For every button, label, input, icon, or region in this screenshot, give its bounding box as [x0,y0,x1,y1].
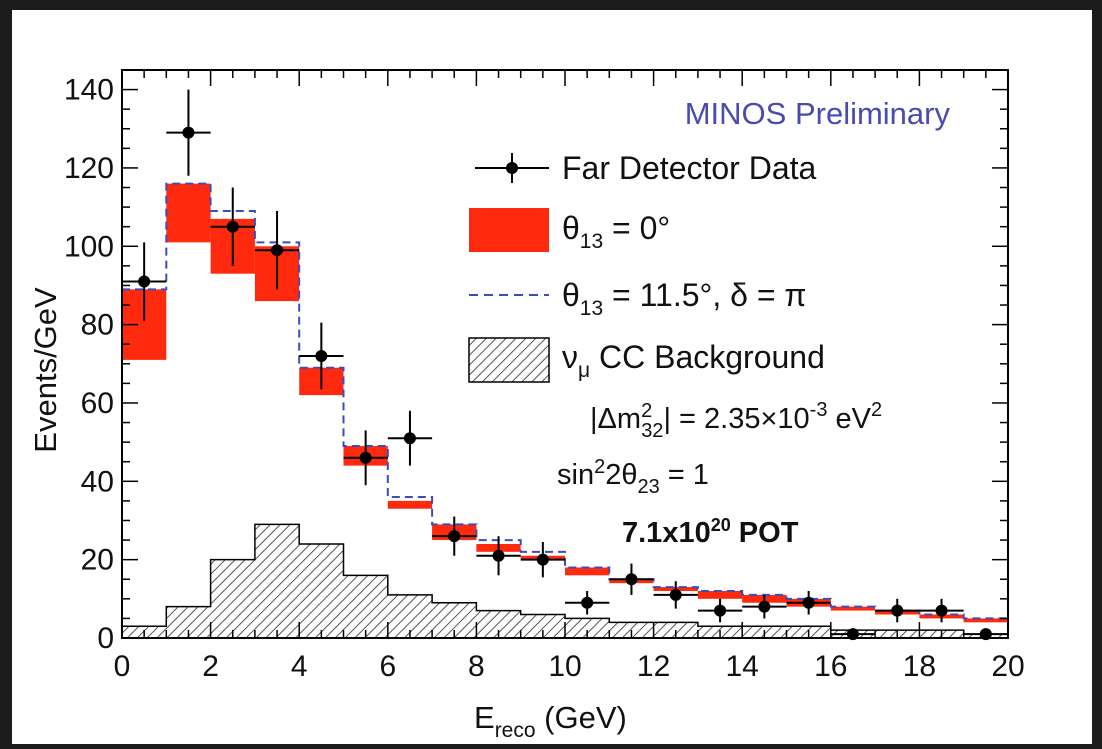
axes-layer: 0 2 4 6 8 10 12 14 16 18 20 0 20 40 60 80 100 120 140 [64,69,1025,683]
data-marker [403,432,416,445]
y-tick-label: 120 [64,152,114,185]
data-marker [758,600,771,613]
background-bar [299,543,344,638]
y-tick-label: 140 [64,74,114,107]
x-tick-label: 14 [726,650,759,683]
data-marker [581,596,594,609]
data-marker [271,244,284,257]
legend-background-label: νμ CC Background [562,339,825,382]
pot-annotation: 7.1x1020 POT [622,515,799,549]
data-marker [669,588,682,601]
data-point [742,594,787,619]
y-tick-label: 60 [81,387,114,420]
x-tick-label: 4 [291,650,308,683]
background-bar [565,618,610,638]
data-marker [625,573,638,586]
data-marker [492,549,505,562]
data-marker [536,553,549,566]
sin2theta-annotation: sin22θ23 = 1 [557,456,709,498]
x-tick-label: 12 [637,650,670,683]
data-point [919,598,964,623]
y-tick-label: 0 [97,622,114,655]
data-marker [138,275,151,288]
data-point [387,410,433,466]
legend: Far Detector Data θ13 = 0° θ13 = 11.5°, … [468,150,825,383]
legend-background-swatch [468,337,550,383]
legend-theta-zero-swatch [469,208,549,252]
y-axis-title: Events/GeV [28,287,63,453]
chart: 0 2 4 6 8 10 12 14 16 18 20 0 20 40 60 80 100 120 140 MINO… [28,69,1025,742]
legend-item-theta-alt: θ13 = 11.5°, δ = π [469,277,806,320]
y-tick-label: 100 [64,230,114,263]
legend-item-background: νμ CC Background [468,337,825,383]
legend-data-label: Far Detector Data [562,150,817,186]
x-tick-label: 16 [814,650,847,683]
data-point [786,590,831,615]
data-point [653,581,698,609]
theta-zero-band-bin [166,183,211,243]
data-marker [359,451,372,464]
y-tick-label: 20 [81,544,114,577]
x-tick-label: 0 [114,650,131,683]
data-point [565,590,610,615]
x-axis-title: Ereco (GeV) [474,700,627,742]
legend-data-marker [506,162,518,174]
data-marker [802,596,815,609]
data-marker [891,604,904,617]
theta-zero-band-bin [830,606,876,611]
legend-theta-zero-label: θ13 = 0° [562,210,670,253]
data-point [210,187,255,266]
legend-item-data: Far Detector Data [475,150,817,186]
data-point [520,542,565,578]
data-marker [935,604,948,617]
background-bar [343,575,388,638]
data-point [476,536,521,576]
background-histogram-layer [121,523,1009,638]
y-tick-label: 40 [81,465,114,498]
data-point [432,516,477,556]
chart-title: MINOS Preliminary [685,96,951,131]
theta-zero-band-bin [565,567,610,576]
data-point [254,211,300,290]
data-marker [226,220,239,233]
data-marker [315,349,328,362]
background-bar [210,559,255,638]
dm2-annotation: |Δm2 32| = 2.35×10-3 eV2 [590,399,882,442]
data-marker [714,604,727,617]
theta-zero-band-bin [697,590,743,599]
x-tick-label: 2 [202,650,219,683]
x-tick-label: 20 [991,650,1024,683]
data-point [343,430,388,486]
background-bar [520,614,565,638]
data-point [166,89,211,176]
background-bar [254,524,300,638]
chart-panel: 0 2 4 6 8 10 12 14 16 18 20 0 20 40 60 80 100 120 140 MINO… [12,10,1092,744]
x-tick-label: 6 [379,650,396,683]
data-point [609,563,654,595]
y-tick-label: 80 [81,309,114,342]
legend-item-theta-zero: θ13 = 0° [469,208,670,253]
legend-theta-alt-label: θ13 = 11.5°, δ = π [562,277,806,320]
data-point [875,598,920,623]
data-marker [448,530,461,543]
data-point [122,242,167,321]
data-point [299,322,344,390]
theta-zero-band-bin [387,500,433,509]
data-point [697,598,743,623]
data-points-layer [122,89,1008,641]
x-tick-label: 8 [468,650,485,683]
data-marker [182,126,195,139]
x-tick-label: 10 [548,650,581,683]
x-tick-label: 18 [903,650,936,683]
theta-zero-band-bin [963,618,1008,623]
